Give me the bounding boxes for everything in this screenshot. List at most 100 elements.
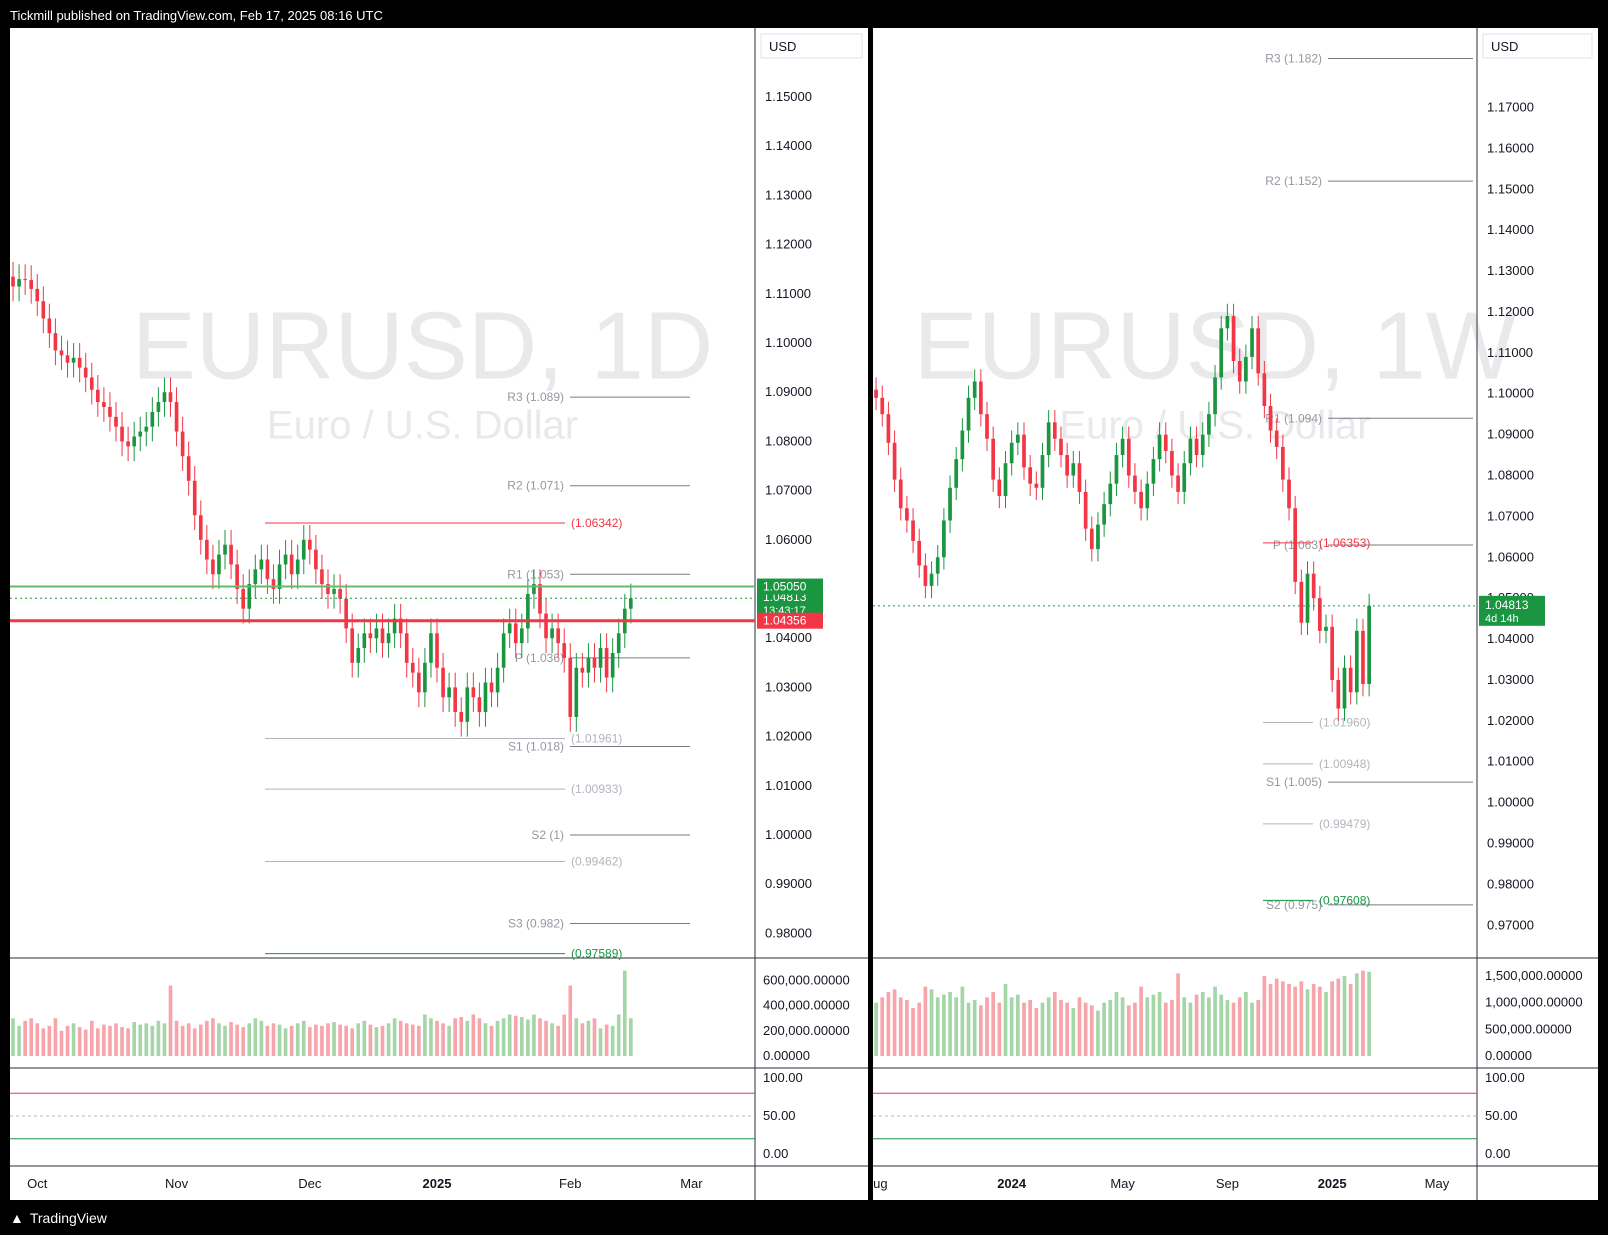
- price-tick-label: 1.00000: [765, 827, 812, 842]
- candle-body: [629, 598, 633, 609]
- candle-body: [186, 456, 191, 481]
- candle-body: [180, 431, 185, 457]
- volume-bar: [513, 1015, 518, 1056]
- price-tick-label: 1.02000: [765, 729, 812, 744]
- candle-body: [1293, 508, 1298, 582]
- candle-body: [1176, 475, 1180, 492]
- volume-bar: [83, 1029, 88, 1056]
- volume-bar: [1059, 1000, 1063, 1056]
- volume-bar: [289, 1025, 294, 1056]
- volume-bar: [362, 1020, 367, 1056]
- candle-body: [235, 564, 239, 590]
- pivot-label: R3 (1.089): [507, 390, 564, 404]
- candle-body: [1367, 605, 1371, 685]
- candle-body: [277, 564, 282, 590]
- candle-body: [59, 350, 64, 356]
- volume-bar: [320, 1025, 324, 1056]
- chart-panel-weekly[interactable]: EURUSD, 1W Euro / U.S. Dollar USD 1.17000 1.…: [865, 28, 1598, 1200]
- volume-tick-label: 600,000.00000: [763, 973, 850, 988]
- fib-label: (1.06342): [571, 516, 622, 530]
- volume-bar: [501, 1018, 506, 1056]
- candle-body: [954, 459, 959, 488]
- candle-body: [586, 657, 591, 673]
- candle-body: [392, 618, 397, 634]
- volume-bar: [1170, 1000, 1174, 1056]
- candle-body: [1120, 438, 1125, 456]
- candle-body: [544, 613, 548, 639]
- volume-bar: [295, 1023, 300, 1056]
- candle-body: [198, 515, 203, 540]
- candle-body: [1096, 524, 1100, 550]
- volume-bar: [1293, 986, 1298, 1056]
- candle-body: [120, 426, 124, 442]
- candle-body: [1052, 422, 1057, 439]
- volume-bar: [1028, 1000, 1033, 1056]
- price-tick-label: 1.10000: [765, 335, 812, 350]
- candle-body: [96, 389, 100, 403]
- candle-body: [880, 397, 885, 415]
- candle-body: [898, 479, 903, 509]
- candle-body: [332, 589, 336, 594]
- price-tick-label: 0.98000: [1487, 876, 1534, 891]
- volume-bar: [1182, 997, 1187, 1056]
- tradingview-logo-icon: ▲: [10, 1210, 24, 1226]
- candle-body: [1354, 630, 1359, 693]
- candle-body: [483, 682, 488, 713]
- volume-bar: [905, 1000, 909, 1056]
- volume-bar: [580, 1023, 585, 1056]
- volume-bar: [1287, 984, 1291, 1056]
- candle-body: [1151, 459, 1156, 484]
- candle-body: [997, 479, 1002, 496]
- candle-body: [380, 628, 385, 644]
- candle-body: [1225, 316, 1230, 329]
- volume-bar: [544, 1020, 548, 1056]
- volume-bar: [59, 1030, 64, 1056]
- price-tick-label: 1.07000: [1487, 508, 1534, 523]
- time-tick-label: Aug: [873, 1176, 888, 1191]
- candle-body: [1250, 328, 1254, 357]
- candle-body: [917, 540, 922, 566]
- candle-body: [1299, 581, 1304, 623]
- volume-bar: [610, 1025, 615, 1056]
- time-tick-label: Dec: [298, 1176, 322, 1191]
- target-price-value: 1.05050: [763, 580, 807, 594]
- volume-bar: [386, 1023, 391, 1056]
- volume-bar: [942, 994, 946, 1056]
- price-tick-label: 1.03000: [1487, 672, 1534, 687]
- volume-tick-label: 1,500,000.00000: [1485, 968, 1583, 983]
- time-tick-label: 2025: [423, 1176, 452, 1191]
- chart-panel-daily[interactable]: EURUSD, 1D Euro / U.S. Dollar USD 1.15000 1.…: [10, 28, 868, 1200]
- volume-bar: [592, 1018, 597, 1056]
- tradingview-logo[interactable]: ▲ TradingView: [10, 1210, 107, 1226]
- price-tick-label: 1.08000: [765, 433, 812, 448]
- volume-bar: [180, 1025, 185, 1056]
- volume-bar: [1311, 984, 1316, 1056]
- candle-body: [1145, 483, 1150, 509]
- currency-box: [760, 33, 863, 59]
- volume-bar: [1324, 992, 1328, 1056]
- candle-body: [386, 633, 391, 644]
- attribution-text: Tickmill published on TradingView.com, F…: [10, 8, 383, 23]
- candle-body: [271, 579, 276, 590]
- volume-bar: [114, 1023, 118, 1056]
- volume-tick-label: 500,000.00000: [1485, 1021, 1572, 1036]
- candle-body: [1244, 356, 1248, 382]
- volume-bar: [1046, 997, 1051, 1056]
- volume-bar: [562, 1014, 567, 1056]
- volume-bar: [1367, 971, 1371, 1056]
- candle-body: [513, 623, 518, 644]
- volume-bar: [205, 1020, 209, 1056]
- candle-body: [942, 520, 946, 558]
- price-tick-label: 1.06000: [1487, 549, 1534, 564]
- candle-body: [489, 682, 494, 693]
- candle-body: [417, 672, 421, 693]
- volume-bar: [1022, 1002, 1026, 1056]
- fib-label: (1.06353): [1319, 536, 1370, 550]
- volume-bar: [192, 1028, 197, 1056]
- volume-bar: [1015, 994, 1020, 1056]
- candle-body: [192, 480, 197, 516]
- volume-bar: [120, 1027, 124, 1056]
- candle-body: [368, 633, 373, 639]
